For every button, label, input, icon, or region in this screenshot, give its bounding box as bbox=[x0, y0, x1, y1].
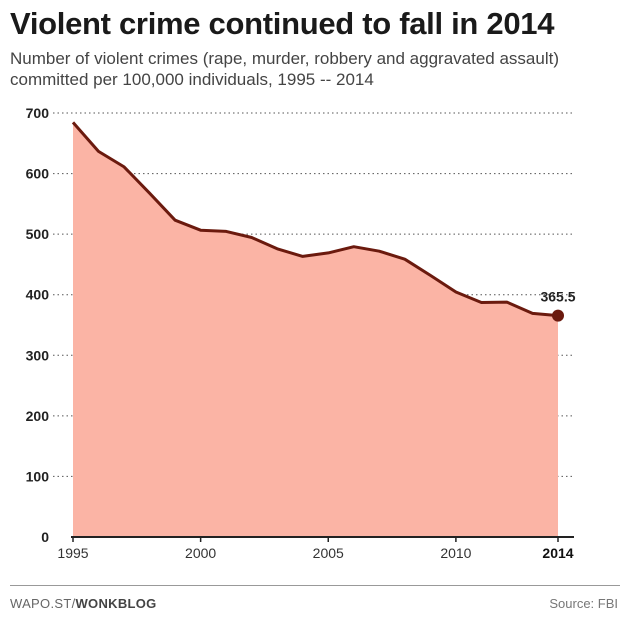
footer-credit: WAPO.ST/WONKBLOG bbox=[10, 596, 157, 611]
y-tick-label: 100 bbox=[26, 468, 50, 484]
x-tick-label: 2005 bbox=[313, 545, 344, 561]
y-tick-label: 200 bbox=[26, 408, 50, 424]
y-tick-label: 300 bbox=[26, 347, 50, 363]
x-axis-ticks bbox=[72, 537, 559, 542]
x-tick-label: 2010 bbox=[440, 545, 471, 561]
footer-source: Source: FBI bbox=[549, 596, 618, 611]
latest-value-marker bbox=[552, 309, 564, 322]
chart-subtitle: Number of violent crimes (rape, murder, … bbox=[10, 49, 559, 89]
credit-bold: WONKBLOG bbox=[75, 596, 157, 611]
y-tick-label: 0 bbox=[41, 529, 49, 545]
y-tick-label: 600 bbox=[26, 166, 50, 182]
violent-crime-chart: 0 100 200 300 400 500 600 700 1995 2000 2005 2010 2… bbox=[26, 105, 576, 561]
y-tick-label: 700 bbox=[26, 105, 50, 121]
latest-value-label: 365.5 bbox=[540, 289, 575, 305]
chart-title: Violent crime continued to fall in 2014 bbox=[10, 6, 555, 41]
area-fill bbox=[73, 122, 558, 538]
y-tick-label: 500 bbox=[26, 226, 50, 242]
x-tick-label: 2014 bbox=[542, 545, 573, 561]
footer-divider bbox=[10, 585, 620, 586]
x-axis-labels: 1995 2000 2005 2010 2014 bbox=[57, 545, 573, 561]
series-line bbox=[71, 121, 559, 318]
x-tick-label: 2000 bbox=[185, 545, 216, 561]
y-axis-labels: 0 100 200 300 400 500 600 700 bbox=[26, 105, 50, 545]
credit-prefix: WAPO.ST/ bbox=[10, 596, 76, 611]
x-tick-label: 1995 bbox=[57, 545, 88, 561]
y-tick-label: 400 bbox=[26, 287, 50, 303]
